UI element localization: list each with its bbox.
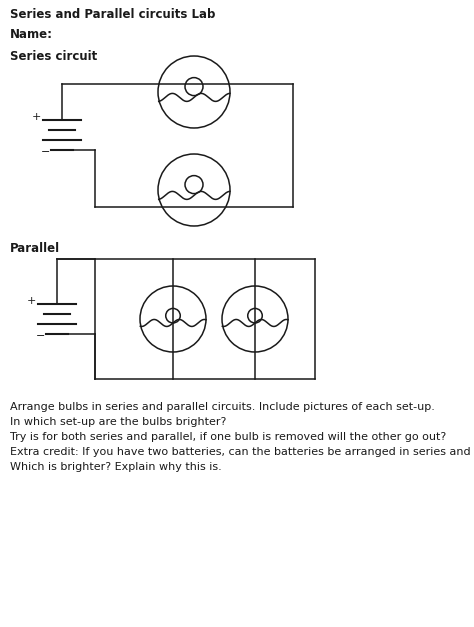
Text: Try is for both series and parallel, if one bulb is removed will the other go ou: Try is for both series and parallel, if …	[10, 432, 446, 442]
Text: Name:: Name:	[10, 28, 53, 41]
Text: Which is brighter? Explain why this is.: Which is brighter? Explain why this is.	[10, 462, 222, 472]
Text: −: −	[36, 331, 46, 341]
Text: Extra credit: If you have two batteries, can the batteries be arranged in series: Extra credit: If you have two batteries,…	[10, 447, 474, 457]
Text: In which set-up are the bulbs brighter?: In which set-up are the bulbs brighter?	[10, 417, 227, 427]
Text: Series and Parallel circuits Lab: Series and Parallel circuits Lab	[10, 8, 215, 21]
Text: Arrange bulbs in series and parallel circuits. Include pictures of each set-up.: Arrange bulbs in series and parallel cir…	[10, 402, 435, 412]
Text: Parallel: Parallel	[10, 242, 60, 255]
Text: +: +	[31, 112, 41, 122]
Text: +: +	[27, 296, 36, 306]
Text: Series circuit: Series circuit	[10, 50, 97, 63]
Text: −: −	[41, 147, 51, 157]
